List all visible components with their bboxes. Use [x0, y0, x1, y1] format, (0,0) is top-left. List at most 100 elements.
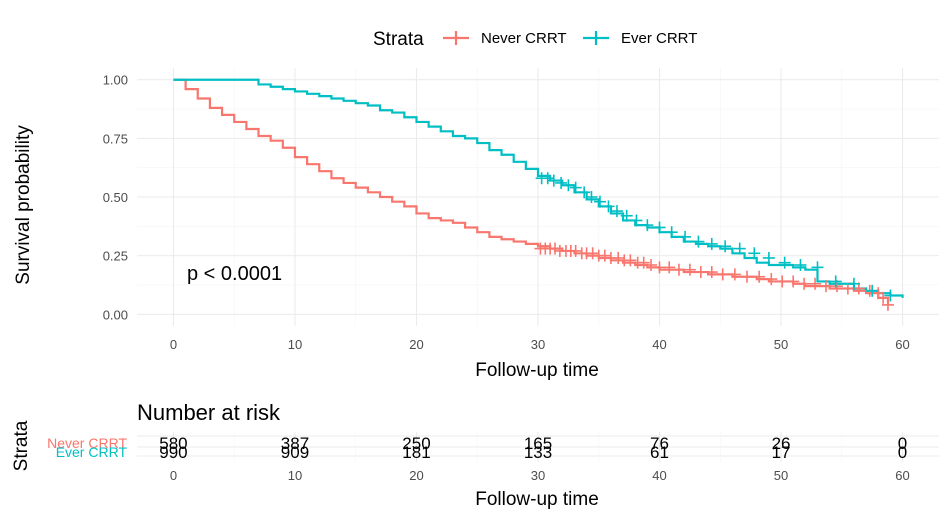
censor-mark-ever-crrt: [748, 247, 761, 260]
censor-mark-never-crrt: [645, 259, 658, 272]
legend: Strata Never CRRT Ever CRRT: [373, 29, 697, 50]
censor-mark-ever-crrt: [811, 261, 824, 274]
censor-mark-ever-crrt: [562, 179, 575, 192]
risk-count-ever-crrt: 181: [402, 443, 430, 462]
risk-x-tick-label: 0: [170, 468, 177, 483]
risk-x-tick-label: 30: [531, 468, 545, 483]
x-tick-label: 30: [531, 337, 545, 352]
x-tick-label: 60: [895, 337, 909, 352]
censor-mark-ever-crrt: [665, 226, 678, 239]
risk-count-ever-crrt: 990: [159, 443, 187, 462]
censor-mark-never-crrt: [877, 291, 890, 304]
censor-mark-never-crrt: [819, 280, 832, 293]
risk-x-axis-title: Follow-up time: [475, 489, 599, 510]
legend-key-ever-crrt: [583, 31, 609, 45]
censor-mark-never-crrt: [787, 275, 800, 288]
risk-count-never-crrt: 387: [281, 434, 309, 453]
censor-mark-ever-crrt: [610, 205, 623, 218]
censor-mark-never-crrt: [776, 275, 789, 288]
censor-mark-ever-crrt: [829, 275, 842, 288]
y-axis-ticks: 0.00 0.25 0.50 0.75 1.00: [103, 73, 128, 323]
censor-mark-never-crrt: [694, 266, 707, 279]
x-tick-label: 10: [288, 337, 302, 352]
risk-count-never-crrt: 165: [524, 434, 552, 453]
x-tick-label: 0: [170, 337, 177, 352]
censor-mark-never-crrt: [716, 268, 729, 281]
censor-mark-ever-crrt: [578, 186, 591, 199]
censor-mark-never-crrt: [598, 249, 611, 262]
risk-table-title: Number at risk: [137, 400, 281, 425]
curve-never-crrt: [173, 78, 890, 305]
y-tick-label: 0.25: [103, 249, 128, 264]
y-tick-label: 0.50: [103, 190, 128, 205]
risk-count-never-crrt: 26: [772, 434, 791, 453]
legend-label-never-crrt: Never CRRT: [481, 30, 567, 47]
risk-x-tick-label: 10: [288, 468, 302, 483]
censor-mark-never-crrt: [624, 254, 637, 267]
risk-x-tick-label: 40: [652, 468, 666, 483]
risk-count-ever-crrt: 133: [524, 443, 552, 462]
censor-mark-ever-crrt: [555, 176, 568, 189]
censor-mark-ever-crrt: [884, 289, 897, 302]
x-tick-label: 20: [409, 337, 423, 352]
censor-mark-ever-crrt: [794, 259, 807, 272]
censor-mark-never-crrt: [569, 244, 582, 257]
censor-mark-never-crrt: [881, 298, 894, 311]
risk-count-ever-crrt: 0: [898, 443, 907, 462]
y-tick-label: 1.00: [103, 73, 128, 88]
risk-x-tick-label: 20: [409, 468, 423, 483]
censor-mark-never-crrt: [841, 282, 854, 295]
censor-mark-never-crrt: [637, 256, 650, 269]
censor-mark-ever-crrt: [541, 172, 554, 185]
censor-mark-ever-crrt: [620, 209, 633, 222]
x-tick-label: 40: [652, 337, 666, 352]
censor-mark-never-crrt: [683, 263, 696, 276]
censor-mark-ever-crrt: [569, 181, 582, 194]
plot-grid: [137, 68, 939, 326]
risk-count-ever-crrt: 17: [772, 443, 791, 462]
censor-mark-ever-crrt: [585, 191, 598, 203]
censor-mark-ever-crrt: [719, 240, 732, 253]
p-value-annotation: p < 0.0001: [187, 263, 282, 285]
risk-x-tick-label: 60: [895, 468, 909, 483]
y-tick-label: 0.75: [103, 131, 128, 146]
risk-strata-label-never-crrt: Never CRRT: [47, 435, 127, 451]
censor-mark-never-crrt: [728, 268, 741, 281]
risk-count-ever-crrt: 61: [650, 443, 669, 462]
risk-count-never-crrt: 580: [159, 434, 187, 453]
censor-mark-ever-crrt: [705, 237, 718, 250]
x-tick-label: 50: [774, 337, 788, 352]
censor-marks: [534, 172, 897, 311]
censor-mark-never-crrt: [765, 273, 778, 286]
risk-count-never-crrt: 76: [650, 434, 669, 453]
legend-label-ever-crrt: Ever CRRT: [621, 30, 697, 47]
censor-mark-never-crrt: [612, 251, 625, 264]
risk-table-rows: Never CRRT 580 387 250 165 76 26 0 Ever CRRT 990 9…: [47, 434, 907, 462]
y-tick-label: 0.00: [103, 307, 128, 322]
risk-count-never-crrt: 250: [402, 434, 430, 453]
censor-mark-ever-crrt: [692, 235, 705, 248]
censor-mark-never-crrt: [753, 270, 766, 283]
censor-mark-ever-crrt: [602, 200, 615, 213]
censor-mark-never-crrt: [549, 242, 562, 255]
risk-count-never-crrt: 0: [898, 434, 907, 453]
risk-table-x-ticks: 0 10 20 30 40 50 60: [170, 468, 910, 483]
censor-mark-ever-crrt: [547, 174, 560, 187]
censor-mark-ever-crrt: [630, 214, 643, 227]
censor-mark-never-crrt: [586, 247, 599, 260]
censor-mark-ever-crrt: [733, 242, 746, 255]
y-axis-title: Survival probability: [13, 125, 34, 285]
censor-mark-never-crrt: [672, 263, 685, 276]
x-axis-title: Follow-up time: [475, 360, 599, 381]
risk-y-axis-title: Strata: [11, 420, 32, 471]
censor-mark-never-crrt: [809, 277, 822, 290]
censor-mark-ever-crrt: [762, 251, 775, 264]
censor-mark-ever-crrt: [653, 221, 666, 234]
censor-mark-never-crrt: [663, 261, 676, 274]
x-axis-ticks: 0 10 20 30 40 50 60: [170, 337, 910, 352]
risk-table-grid: [137, 432, 939, 462]
censor-mark-ever-crrt: [641, 219, 654, 232]
risk-x-tick-label: 50: [774, 468, 788, 483]
risk-count-ever-crrt: 909: [281, 443, 309, 462]
